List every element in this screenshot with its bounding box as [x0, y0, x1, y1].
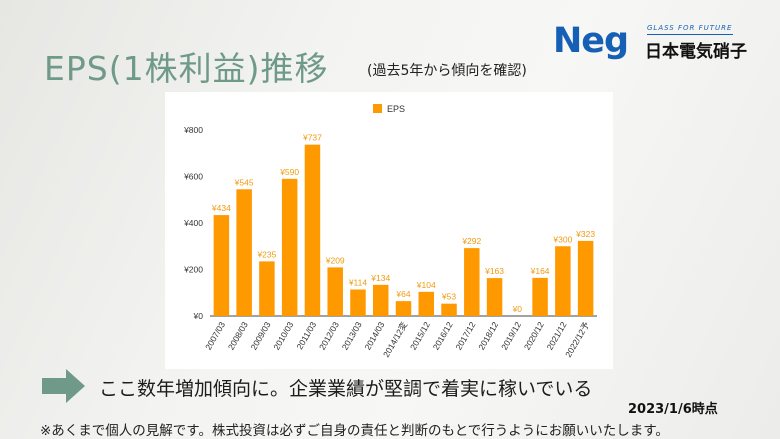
data-label: ¥163: [484, 266, 504, 276]
y-tick-label: ¥600: [183, 172, 203, 182]
y-tick-label: ¥0: [193, 311, 204, 321]
logo-company-name: 日本電気硝子: [645, 42, 747, 62]
bar: [395, 301, 412, 316]
bar: [486, 278, 503, 316]
data-label: ¥104: [416, 280, 436, 290]
bar: [213, 215, 230, 316]
x-tick-label: 2010/03: [271, 320, 295, 352]
eps-bar-chart: EPS ¥0 ¥200 ¥400 ¥600 ¥800 ¥434 2007/03 ¥545 2008…: [183, 104, 597, 359]
disclaimer-text: ※あくまで個人の見解です。株式投資は必ずご自身の責任と判断のもとで行うようにお願…: [40, 423, 669, 439]
x-tick-label: 2018/12: [476, 320, 500, 352]
data-label: ¥545: [234, 177, 254, 187]
x-tick-label: 2019/12: [499, 320, 523, 352]
page-title: EPS(1株利益)推移: [44, 49, 329, 88]
data-label: ¥53: [441, 292, 456, 302]
bar: [441, 303, 457, 316]
bar: [304, 144, 321, 316]
logo-mark: Neg: [553, 21, 629, 61]
data-label: ¥64: [395, 289, 410, 299]
x-tick-label: 2016/12: [431, 320, 455, 352]
data-label: ¥434: [211, 203, 231, 213]
data-label: ¥235: [256, 249, 276, 259]
x-tick-label: 2021/12: [545, 320, 569, 352]
company-logo: Neg GLASS FOR FUTURE 日本電気硝子: [553, 21, 747, 64]
data-label: ¥737: [302, 133, 322, 143]
bar: [259, 261, 275, 316]
as-of-date: 2023/1/6時点: [628, 402, 718, 417]
legend-swatch: [373, 104, 382, 113]
bar: [327, 267, 343, 316]
page-subtitle: (過去5年から傾向を確認): [367, 63, 527, 79]
x-tick-label: 2020/12: [522, 320, 546, 352]
bar: [464, 248, 480, 316]
data-label: ¥164: [530, 266, 550, 276]
bar: [418, 291, 435, 316]
x-tick-label: 2013/03: [340, 320, 364, 352]
x-tick-label: 2012/03: [317, 320, 341, 352]
logo-tagline: GLASS FOR FUTURE: [647, 24, 733, 32]
x-tick-label: 2008/03: [226, 320, 250, 352]
eps-chart-panel: EPS ¥0 ¥200 ¥400 ¥600 ¥800 ¥434 2007/03 ¥545 2008…: [165, 92, 613, 369]
x-tick-label: 2011/03: [294, 320, 318, 351]
y-tick-label: ¥400: [183, 218, 203, 228]
bar: [372, 284, 389, 316]
data-label: ¥590: [279, 167, 299, 177]
y-tick-label: ¥200: [183, 265, 203, 275]
arrow-right-icon: [42, 369, 85, 403]
y-tick-label: ¥800: [183, 125, 203, 135]
data-label: ¥114: [348, 277, 368, 287]
data-label: ¥0: [512, 304, 523, 314]
summary-message: ここ数年増加傾向に。企業業績が堅調で着実に稼いでいる: [99, 378, 593, 400]
bar: [577, 240, 594, 316]
bar: [532, 277, 548, 316]
logo-divider: [647, 34, 733, 35]
data-label: ¥134: [370, 273, 390, 283]
data-label: ¥209: [325, 255, 345, 265]
x-tick-label: 2015/12: [408, 320, 432, 352]
x-tick-label: 2014/03: [362, 320, 386, 352]
data-label: ¥300: [552, 234, 572, 244]
data-label: ¥323: [575, 229, 595, 239]
legend-label: EPS: [387, 104, 405, 114]
x-tick-label: 2017/12: [453, 320, 477, 352]
x-tick-label: 2009/03: [249, 320, 273, 352]
bar: [281, 178, 298, 316]
data-label: ¥292: [461, 236, 481, 246]
bar: [236, 189, 252, 316]
bar: [350, 289, 366, 316]
bar: [555, 246, 571, 316]
x-tick-label: 2007/03: [203, 320, 227, 352]
